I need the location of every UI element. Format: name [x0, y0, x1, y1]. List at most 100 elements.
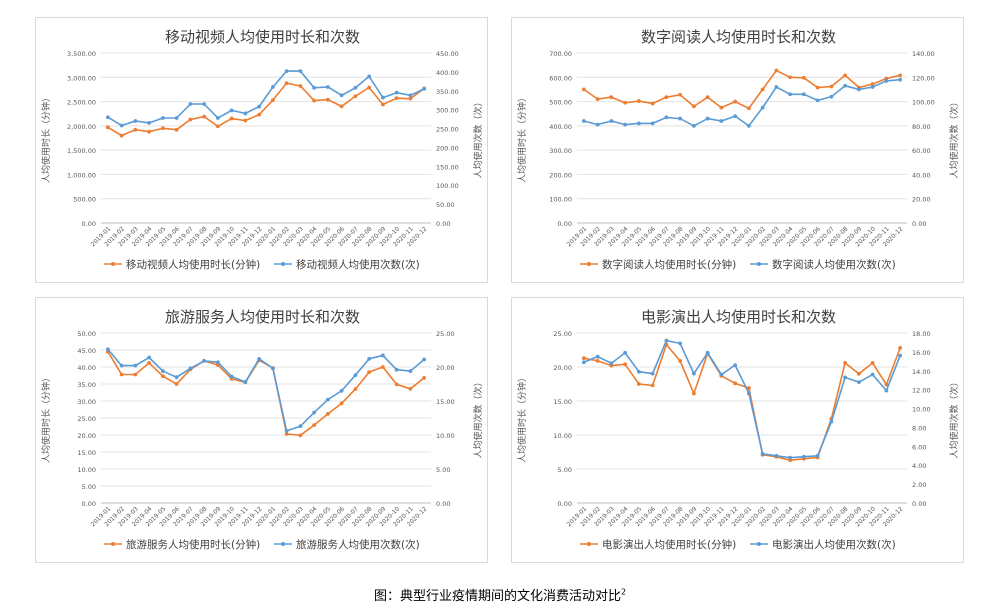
data-point [408, 386, 413, 391]
data-point [829, 94, 834, 99]
data-point [133, 127, 138, 132]
data-point [609, 361, 614, 366]
data-point [202, 102, 207, 106]
data-point [898, 77, 903, 82]
data-point [623, 122, 628, 127]
data-point [636, 382, 641, 386]
data-point [788, 75, 793, 80]
data-point [678, 116, 683, 121]
y2-axis-label: 人均使用次数（次） [472, 377, 484, 458]
data-point [898, 73, 903, 78]
y-tick-label: 0.00 [82, 500, 96, 508]
data-point [215, 116, 220, 120]
data-point [380, 353, 385, 358]
data-point [147, 361, 152, 365]
data-point [691, 104, 696, 109]
y-tick-label: 20.00 [553, 364, 572, 372]
y2-tick-label: 25.00 [436, 330, 455, 338]
data-point [650, 101, 655, 106]
legend-label: 移动视频人均使用时长(分钟) [126, 258, 260, 271]
y-tick-label: 500.00 [549, 99, 572, 107]
data-point [884, 382, 889, 387]
chart-title: 旅游服务人均使用时长和次数 [165, 308, 360, 326]
data-point [339, 388, 344, 393]
data-point [636, 99, 641, 103]
y-tick-label: 3,000.00 [67, 74, 96, 82]
y2-axis-label: 人均使用次数（次） [948, 97, 960, 178]
data-point [105, 125, 110, 130]
chart-panel-travel-service: 旅游服务人均使用时长和次数 0.00 5.00 10.00 15.00 20.00 25.0… [35, 297, 488, 563]
data-point [339, 104, 344, 109]
y-tick-label: 700.00 [549, 50, 572, 58]
data-point [581, 356, 586, 361]
data-point [733, 114, 738, 119]
data-point [788, 455, 793, 460]
data-point [394, 382, 399, 387]
data-point [298, 69, 303, 74]
y-tick-label: 300.00 [549, 147, 572, 155]
data-point [367, 85, 372, 90]
y2-tick-label: 0.00 [912, 500, 926, 508]
y2-tick-label: 16.00 [912, 349, 931, 357]
series-line-duration [107, 82, 425, 137]
data-point [257, 112, 262, 117]
series-line-duration [583, 69, 901, 110]
data-point [298, 84, 303, 88]
y-tick-label: 0.00 [558, 220, 572, 228]
chart-svg: 旅游服务人均使用时长和次数 0.00 5.00 10.00 15.00 20.00 25.0… [40, 308, 484, 551]
data-point [595, 358, 600, 363]
data-point [105, 347, 110, 352]
data-point [367, 356, 372, 361]
data-point [595, 97, 600, 102]
data-point [898, 346, 903, 350]
y-tick-label: 1,500.00 [67, 147, 96, 155]
y2-tick-label: 250.00 [436, 126, 459, 134]
data-point [843, 73, 848, 78]
legend-swatch-marker [587, 262, 591, 266]
data-point [623, 100, 628, 105]
legend-label: 数字阅读人均使用时长(分钟) [602, 258, 736, 271]
data-point [705, 116, 710, 121]
y2-tick-label: 0.00 [436, 500, 450, 508]
data-point [105, 115, 110, 120]
y2-tick-label: 150.00 [436, 163, 459, 171]
data-point [325, 97, 330, 102]
y2-tick-label: 10.00 [912, 406, 931, 414]
data-point [312, 423, 317, 428]
data-point [188, 366, 193, 371]
y2-tick-label: 20.00 [912, 196, 931, 204]
data-point [353, 373, 358, 378]
data-point [870, 82, 875, 86]
data-point [774, 85, 779, 89]
data-point [719, 119, 724, 123]
data-point [733, 99, 738, 104]
data-point [174, 127, 179, 132]
y-axis-label: 人均使用时长（分钟） [40, 93, 52, 183]
data-point [856, 371, 861, 376]
y2-tick-label: 200.00 [436, 144, 459, 152]
data-point [188, 117, 193, 122]
data-point [733, 363, 738, 368]
chart-svg: 移动视频人均使用时长和次数 0.00 500.00 1,000.00 1,500.00 2… [40, 28, 484, 271]
y2-tick-label: 20.00 [436, 364, 455, 372]
legend-swatch-marker [587, 542, 591, 546]
data-point [243, 111, 248, 116]
data-point [133, 119, 138, 123]
data-point [705, 95, 710, 100]
chart-title: 电影演出人均使用时长和次数 [641, 308, 836, 326]
data-point [691, 391, 696, 396]
legend-label: 数字阅读人均使用次数(次) [772, 258, 896, 271]
y2-tick-label: 18.00 [912, 330, 931, 338]
legend-swatch-marker [111, 542, 115, 546]
legend-swatch-marker [281, 262, 285, 266]
data-point [719, 372, 724, 377]
data-point [733, 381, 738, 386]
y-tick-label: 40.00 [77, 364, 96, 372]
legend-swatch-marker [111, 262, 115, 266]
data-point [774, 68, 779, 73]
y2-tick-label: 60.00 [912, 147, 931, 155]
data-point [815, 85, 820, 90]
y2-tick-label: 8.00 [912, 424, 926, 432]
data-point [188, 102, 193, 106]
y-tick-label: 200.00 [549, 171, 572, 179]
